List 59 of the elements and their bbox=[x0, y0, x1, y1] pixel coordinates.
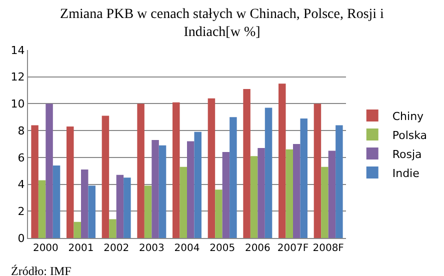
x-tick-label: 2004 bbox=[174, 243, 200, 254]
bar bbox=[250, 156, 258, 238]
bar bbox=[286, 149, 293, 238]
bar bbox=[52, 165, 60, 238]
bar bbox=[102, 116, 110, 238]
legend-label: Chiny bbox=[392, 110, 424, 123]
bar bbox=[180, 166, 187, 238]
bar bbox=[46, 104, 53, 238]
bar bbox=[144, 186, 152, 238]
text: Źródło: IMF bbox=[11, 264, 72, 276]
y-tick-label: 4 bbox=[18, 178, 25, 192]
bar bbox=[321, 166, 328, 238]
y-tick-label: 2 bbox=[18, 204, 25, 218]
bar bbox=[31, 125, 38, 238]
legend-label: Polska bbox=[392, 128, 428, 142]
bar bbox=[152, 140, 159, 238]
x-tick-label: 2002 bbox=[104, 243, 130, 254]
bar bbox=[208, 98, 216, 238]
x-tick-label: 2000 bbox=[32, 243, 58, 254]
bar bbox=[264, 108, 272, 238]
bar bbox=[215, 190, 222, 238]
bar bbox=[194, 132, 202, 238]
bar bbox=[88, 186, 96, 238]
bar bbox=[230, 117, 237, 238]
y-tick-label: 14 bbox=[10, 44, 25, 57]
y-tick-label: 10 bbox=[10, 98, 25, 111]
bar bbox=[336, 125, 343, 238]
bar bbox=[116, 174, 124, 238]
bar bbox=[314, 104, 322, 238]
x-tick-label: 2007F bbox=[277, 243, 309, 254]
bar bbox=[124, 178, 131, 238]
y-tick-label: 8 bbox=[18, 124, 25, 138]
legend-label: Rosja bbox=[392, 148, 422, 161]
x-tick-label: 2001 bbox=[68, 243, 94, 254]
y-tick-label: 12 bbox=[10, 70, 25, 84]
bar bbox=[74, 222, 81, 238]
x-tick-label: 2008F bbox=[312, 243, 344, 254]
x-tick-label: 2003 bbox=[138, 243, 164, 254]
bar bbox=[137, 104, 144, 238]
bar bbox=[300, 118, 308, 238]
x-tick-label: 2006 bbox=[244, 243, 270, 254]
legend-label: Indie bbox=[392, 166, 420, 180]
bar bbox=[66, 126, 74, 238]
bar bbox=[278, 84, 286, 238]
bar bbox=[293, 144, 300, 238]
y-tick-label: 6 bbox=[18, 151, 25, 164]
bar bbox=[172, 102, 180, 238]
x-tick-label: 2005 bbox=[210, 243, 236, 254]
bar bbox=[38, 180, 46, 238]
bar bbox=[258, 148, 265, 238]
bar bbox=[109, 219, 116, 238]
chart-title: Zmiana PKB w cenach stałych w Chinach, Polsce, Rosji i Indiach[w %] bbox=[60, 6, 384, 40]
bar bbox=[81, 170, 88, 238]
bar bbox=[222, 152, 230, 238]
bar bbox=[243, 88, 250, 238]
y-tick-label: 0 bbox=[18, 232, 25, 245]
bar bbox=[187, 141, 194, 238]
bar bbox=[158, 145, 166, 238]
bar bbox=[328, 150, 336, 238]
